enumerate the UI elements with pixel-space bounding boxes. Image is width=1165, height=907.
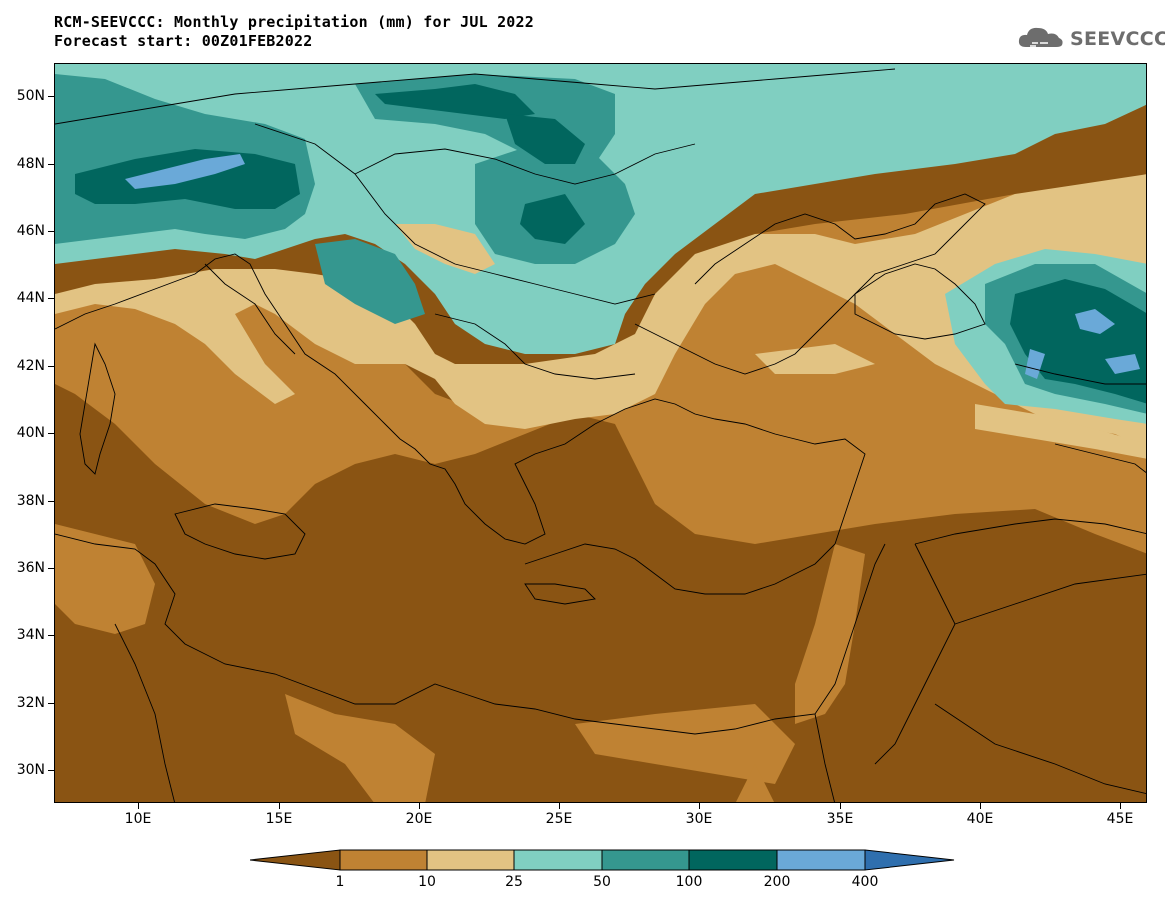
y-tick [48, 501, 54, 502]
y-tick [48, 164, 54, 165]
colorbar-label: 1 [335, 874, 345, 890]
y-tick-label: 42N [16, 358, 45, 374]
x-tick-label: 45E [1106, 811, 1134, 827]
colorbar-segment [250, 849, 341, 871]
colorbar-segment [864, 849, 955, 871]
x-tick-label: 35E [826, 811, 854, 827]
y-tick-label: 30N [16, 762, 45, 778]
x-tick [840, 803, 841, 809]
colorbar-segment [688, 849, 778, 871]
x-tick-label: 25E [545, 811, 573, 827]
x-tick [559, 803, 560, 809]
colorbar [250, 849, 955, 871]
x-tick [980, 803, 981, 809]
x-tick [1120, 803, 1121, 809]
x-tick-label: 30E [685, 811, 713, 827]
colorbar-segment [426, 849, 515, 871]
y-tick [48, 231, 54, 232]
seevccc-logo: SEEVCCC [1016, 22, 1165, 56]
colorbar-segment [513, 849, 603, 871]
title-line-1: RCM-SEEVCCC: Monthly precipitation (mm) … [54, 13, 534, 31]
map-title: RCM-SEEVCCC: Monthly precipitation (mm) … [54, 13, 534, 51]
y-tick [48, 635, 54, 636]
colorbar-segment [339, 849, 428, 871]
x-tick [699, 803, 700, 809]
colorbar-label: 200 [763, 874, 791, 890]
colorbar-label: 50 [593, 874, 611, 890]
y-tick-label: 48N [16, 156, 45, 172]
y-tick [48, 433, 54, 434]
title-line-2: Forecast start: 00Z01FEB2022 [54, 32, 313, 50]
x-tick-label: 15E [265, 811, 293, 827]
y-tick-label: 38N [16, 493, 45, 509]
x-tick-label: 10E [124, 811, 152, 827]
cloud-icon [1016, 23, 1066, 55]
y-tick-label: 36N [16, 560, 45, 576]
x-tick-label: 20E [405, 811, 433, 827]
y-tick-label: 50N [16, 88, 45, 104]
x-tick [138, 803, 139, 809]
colorbar-label: 100 [675, 874, 703, 890]
y-tick [48, 366, 54, 367]
x-tick [279, 803, 280, 809]
colorbar-label: 400 [851, 874, 879, 890]
y-tick-label: 44N [16, 290, 45, 306]
y-tick [48, 770, 54, 771]
precipitation-fields [55, 64, 1146, 802]
y-tick-label: 32N [16, 695, 45, 711]
y-tick [48, 96, 54, 97]
precipitation-map [54, 63, 1147, 803]
y-tick [48, 298, 54, 299]
y-tick-label: 46N [16, 223, 45, 239]
logo-text: SEEVCCC [1070, 28, 1165, 50]
colorbar-segment [601, 849, 690, 871]
y-tick-label: 40N [16, 425, 45, 441]
colorbar-label: 10 [418, 874, 436, 890]
y-tick [48, 703, 54, 704]
colorbar-label: 25 [505, 874, 523, 890]
y-tick [48, 568, 54, 569]
x-tick [419, 803, 420, 809]
colorbar-segment [776, 849, 866, 871]
y-tick-label: 34N [16, 627, 45, 643]
x-tick-label: 40E [966, 811, 994, 827]
